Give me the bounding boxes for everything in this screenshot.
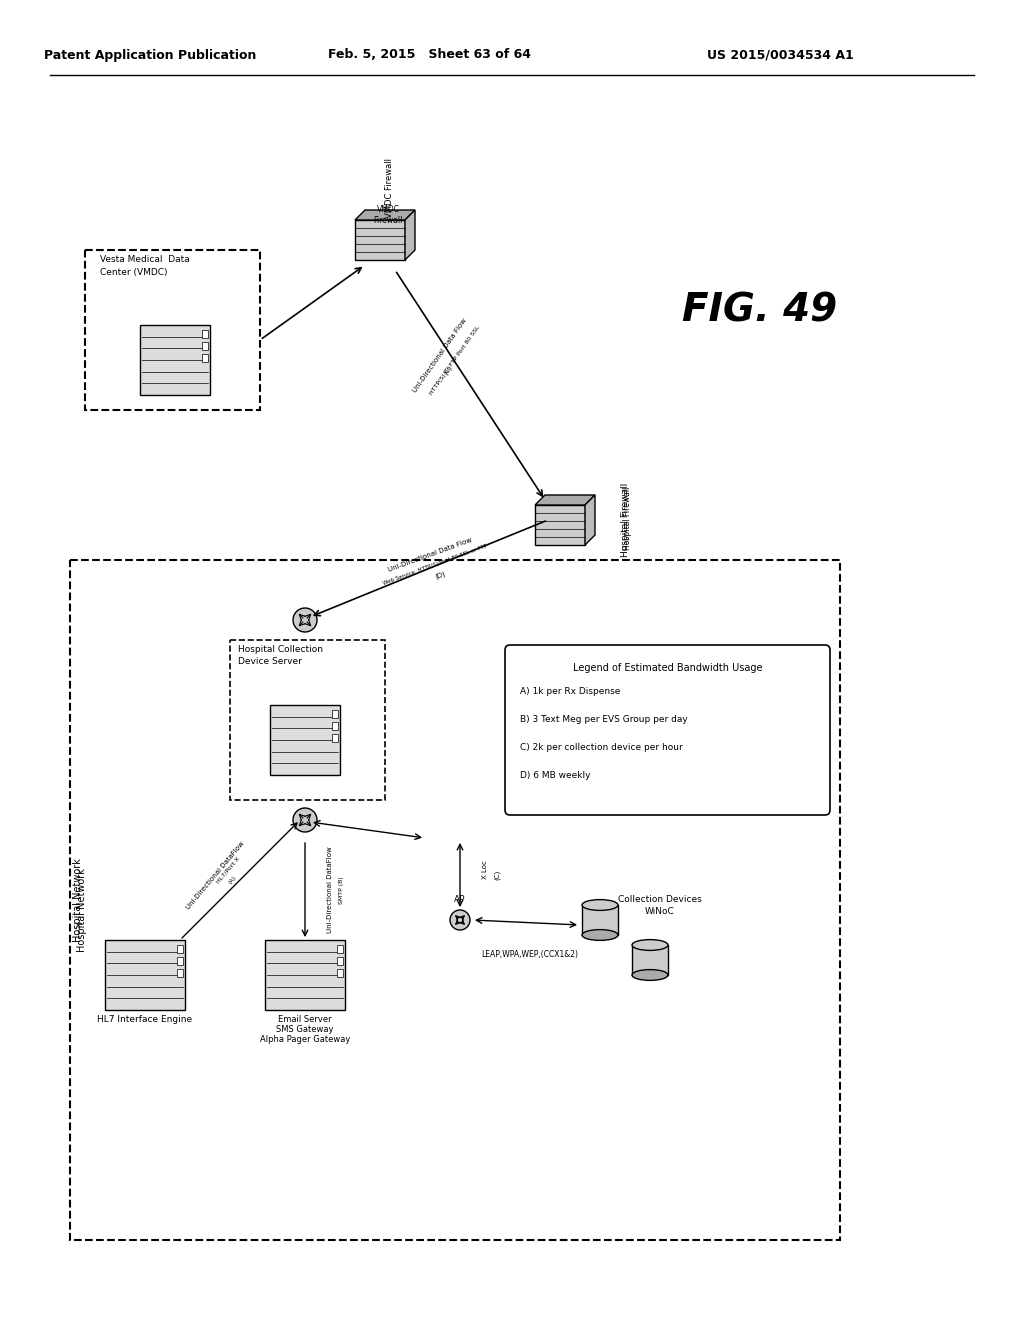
Text: Hospital Network: Hospital Network bbox=[77, 869, 87, 952]
Bar bbox=[332, 734, 338, 742]
Ellipse shape bbox=[632, 940, 668, 950]
Text: Hospital Network: Hospital Network bbox=[73, 858, 83, 942]
Polygon shape bbox=[406, 210, 415, 260]
Text: B) 3 Text Meg per EVS Group per day: B) 3 Text Meg per EVS Group per day bbox=[520, 715, 688, 725]
Bar bbox=[140, 325, 210, 395]
Ellipse shape bbox=[582, 900, 618, 911]
Text: Hospital Collection: Hospital Collection bbox=[238, 645, 323, 655]
Text: Uni-Directional Data Flow: Uni-Directional Data Flow bbox=[387, 537, 473, 573]
Polygon shape bbox=[585, 495, 595, 545]
Text: Email Server: Email Server bbox=[279, 1015, 332, 1024]
Text: Collection Devices: Collection Devices bbox=[618, 895, 701, 904]
Bar bbox=[230, 640, 385, 800]
Text: FIG. 49: FIG. 49 bbox=[682, 290, 838, 329]
Text: US 2015/0034534 A1: US 2015/0034534 A1 bbox=[707, 49, 853, 62]
Polygon shape bbox=[535, 495, 595, 506]
Text: VMDC Firewall: VMDC Firewall bbox=[385, 158, 394, 218]
Text: AP: AP bbox=[455, 895, 466, 904]
Bar bbox=[265, 940, 345, 1010]
Ellipse shape bbox=[582, 929, 618, 940]
Text: (C): (C) bbox=[442, 364, 454, 376]
Text: VMDC
Firewall: VMDC Firewall bbox=[374, 206, 402, 224]
Text: HTTP(S) or FTP Port 80 SSL: HTTP(S) or FTP Port 80 SSL bbox=[429, 325, 481, 396]
Ellipse shape bbox=[632, 970, 668, 981]
Text: SMTP (B): SMTP (B) bbox=[340, 876, 344, 904]
Polygon shape bbox=[355, 210, 415, 220]
Bar bbox=[202, 342, 208, 350]
Bar bbox=[332, 722, 338, 730]
Text: Hospital Firewall: Hospital Firewall bbox=[621, 483, 630, 557]
Text: Feb. 5, 2015   Sheet 63 of 64: Feb. 5, 2015 Sheet 63 of 64 bbox=[329, 49, 531, 62]
Text: SMS Gateway: SMS Gateway bbox=[276, 1026, 334, 1035]
Text: Vesta Medical  Data: Vesta Medical Data bbox=[100, 256, 189, 264]
Text: Patent Application Publication: Patent Application Publication bbox=[44, 49, 256, 62]
Text: Hospital Firewall: Hospital Firewall bbox=[624, 486, 633, 549]
Bar bbox=[70, 560, 840, 1239]
Text: (D): (D) bbox=[434, 570, 446, 579]
Circle shape bbox=[293, 808, 317, 832]
Text: X Loc: X Loc bbox=[482, 861, 488, 879]
Bar bbox=[355, 220, 406, 260]
Circle shape bbox=[450, 909, 470, 931]
Text: Alpha Pager Gateway: Alpha Pager Gateway bbox=[260, 1035, 350, 1044]
Bar bbox=[582, 906, 618, 935]
Text: Device Server: Device Server bbox=[238, 657, 302, 667]
Text: Web Service  HTTP(S)/Port 80 SSL or FTP: Web Service HTTP(S)/Port 80 SSL or FTP bbox=[382, 544, 487, 586]
Bar bbox=[535, 506, 585, 545]
Bar bbox=[202, 330, 208, 338]
Bar bbox=[337, 957, 343, 965]
Bar bbox=[177, 969, 183, 977]
Bar bbox=[270, 705, 340, 775]
Text: Uni-Directional DataFlow: Uni-Directional DataFlow bbox=[327, 846, 333, 933]
Text: Center (VMDC): Center (VMDC) bbox=[100, 268, 168, 276]
Text: D) 6 MB weekly: D) 6 MB weekly bbox=[520, 771, 591, 780]
Circle shape bbox=[293, 609, 317, 632]
Text: WiNoC: WiNoC bbox=[645, 908, 675, 916]
Text: (C): (C) bbox=[494, 870, 501, 880]
Bar bbox=[337, 945, 343, 953]
Text: A) 1k per Rx Dispense: A) 1k per Rx Dispense bbox=[520, 688, 621, 697]
Bar bbox=[85, 249, 260, 411]
Bar bbox=[105, 940, 185, 1010]
Bar bbox=[202, 354, 208, 362]
FancyBboxPatch shape bbox=[505, 645, 830, 814]
Bar bbox=[177, 945, 183, 953]
Bar bbox=[177, 957, 183, 965]
Text: Legend of Estimated Bandwidth Usage: Legend of Estimated Bandwidth Usage bbox=[572, 663, 762, 673]
Text: Uni-Directional DataFlow: Uni-Directional DataFlow bbox=[184, 840, 245, 911]
Text: (A): (A) bbox=[227, 875, 237, 884]
Bar bbox=[337, 969, 343, 977]
Text: HL7 Interface Engine: HL7 Interface Engine bbox=[97, 1015, 193, 1024]
Bar bbox=[632, 945, 668, 975]
Bar bbox=[332, 710, 338, 718]
Text: Uni-Directional Data Flow: Uni-Directional Data Flow bbox=[412, 317, 468, 393]
Text: LEAP,WPA,WEP,(CCX1&2): LEAP,WPA,WEP,(CCX1&2) bbox=[481, 950, 579, 960]
Text: HL7/Port X: HL7/Port X bbox=[215, 855, 241, 884]
Text: C) 2k per collection device per hour: C) 2k per collection device per hour bbox=[520, 743, 683, 752]
